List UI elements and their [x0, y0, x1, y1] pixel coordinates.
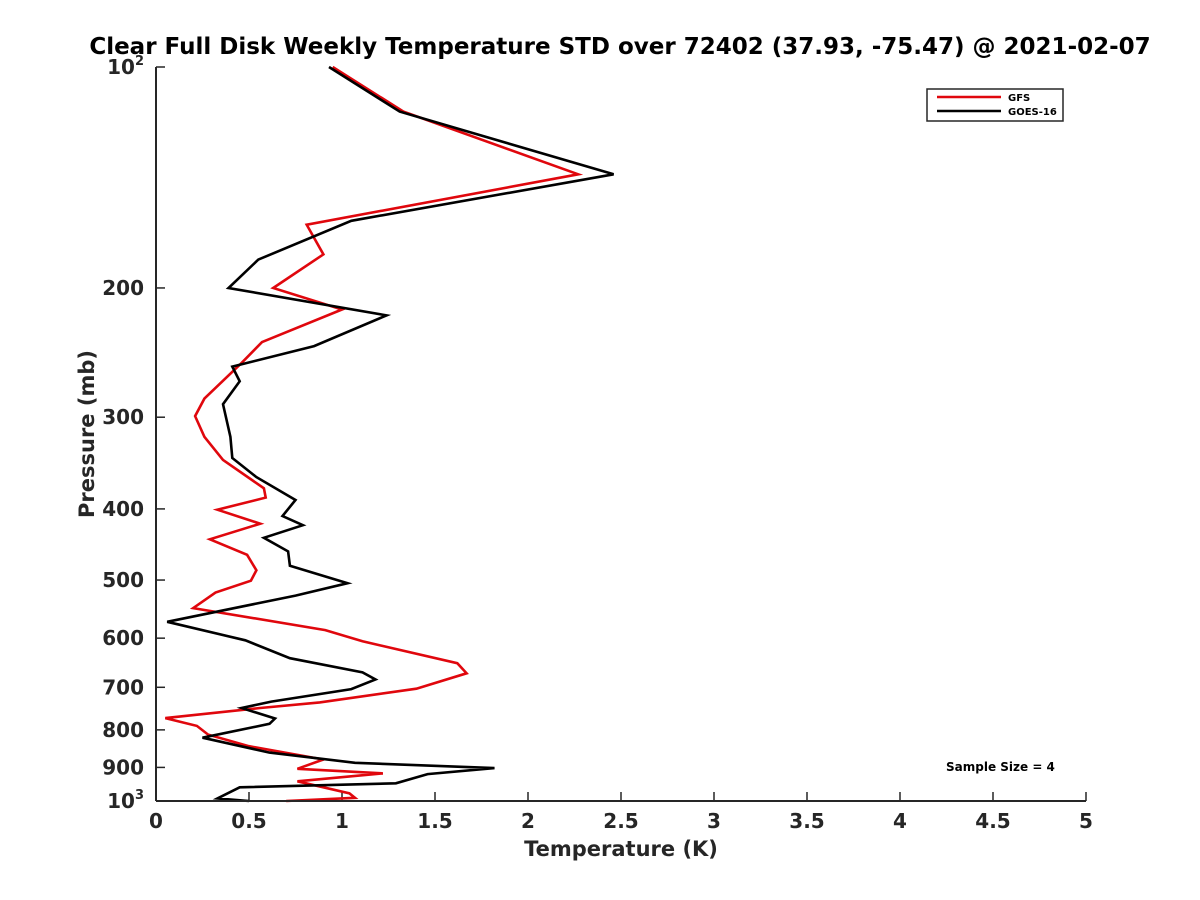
x-tick-label: 3.5	[789, 809, 824, 833]
y-tick-label: 700	[102, 675, 144, 699]
x-tick-label: 2	[521, 809, 535, 833]
y-tick-label: 600	[102, 626, 144, 650]
x-tick-label: 3	[707, 809, 721, 833]
x-tick-label: 4.5	[975, 809, 1010, 833]
x-tick-label: 2.5	[603, 809, 638, 833]
legend-box	[926, 88, 1064, 122]
y-tick-label: 102	[107, 54, 144, 79]
y-tick-label: 300	[102, 405, 144, 429]
y-tick-label: 900	[102, 755, 144, 779]
x-tick-label: 1	[335, 809, 349, 833]
chart-title: Clear Full Disk Weekly Temperature STD o…	[89, 34, 1150, 60]
legend: GFS GOES-16	[926, 88, 1064, 122]
x-tick-label: 4	[893, 809, 907, 833]
x-axis-label: Temperature (K)	[524, 837, 718, 861]
tick-group: 0 0.5 1 1.5 2 2.5 3 3.5 4 4.5 5 102 200 300 400 500 600 7…	[102, 54, 1093, 833]
legend-label-gfs: GFS	[1008, 93, 1030, 104]
x-tick-label: 1.5	[417, 809, 452, 833]
y-tick-label: 200	[102, 276, 144, 300]
x-tick-label: 0	[149, 809, 163, 833]
y-tick-label: 500	[102, 568, 144, 592]
series-layer	[164, 65, 614, 803]
series-line-goes-16	[166, 65, 614, 803]
sample-size-annotation: Sample Size = 4	[946, 760, 1055, 774]
legend-label-goes-16: GOES-16	[1008, 107, 1057, 118]
x-tick-label: 0.5	[231, 809, 266, 833]
y-axis-label: Pressure (mb)	[75, 350, 99, 518]
series-line-gfs	[164, 65, 584, 803]
y-tick-label: 800	[102, 718, 144, 742]
x-tick-label: 5	[1079, 809, 1093, 833]
y-tick-label: 400	[102, 497, 144, 521]
y-tick-label: 103	[107, 788, 144, 813]
